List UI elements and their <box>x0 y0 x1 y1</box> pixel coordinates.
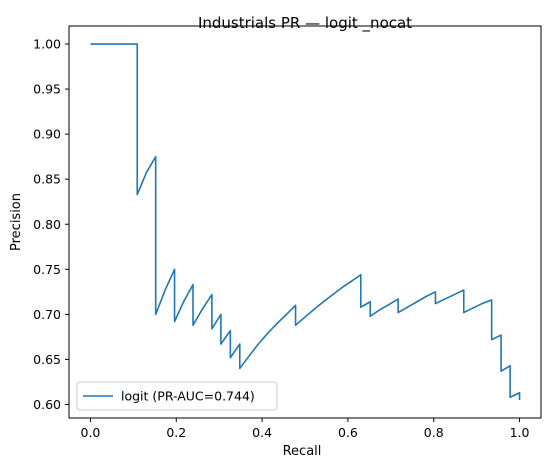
y-tick-label: 0.95 <box>33 82 61 97</box>
y-tick-label: 1.00 <box>33 37 61 52</box>
y-axis: 0.60 0.65 0.70 0.75 0.80 0.85 0.90 0.95 1.00 <box>33 37 69 412</box>
legend: logit (PR-AUC=0.744) <box>76 381 278 411</box>
x-tick-label: 0.6 <box>338 425 358 440</box>
x-tick-label: 1.0 <box>510 425 530 440</box>
y-tick-label: 0.75 <box>33 262 61 277</box>
y-tick-label: 0.80 <box>33 217 61 232</box>
x-axis-label: Recall <box>283 444 322 459</box>
legend-box <box>76 381 278 411</box>
y-tick-label: 0.70 <box>33 307 61 322</box>
legend-label: logit (PR-AUC=0.744) <box>121 389 255 404</box>
y-tick-label: 0.85 <box>33 172 61 187</box>
y-tick-label: 0.65 <box>33 352 61 367</box>
plot-area <box>90 43 521 400</box>
y-tick-label: 0.60 <box>33 397 61 412</box>
y-tick-label: 0.90 <box>33 127 61 142</box>
y-axis-label: Precision <box>9 193 24 251</box>
x-tick-label: 0.4 <box>252 425 272 440</box>
x-tick-label: 0.8 <box>424 425 444 440</box>
axes-frame <box>68 25 542 419</box>
series-line-0 <box>90 43 521 400</box>
x-tick-label: 0.0 <box>81 425 101 440</box>
x-axis: 0.0 0.2 0.4 0.6 0.8 1.0 <box>81 418 530 440</box>
chart-title: Industrials PR — logit _nocat <box>198 14 412 33</box>
x-tick-label: 0.2 <box>166 425 186 440</box>
